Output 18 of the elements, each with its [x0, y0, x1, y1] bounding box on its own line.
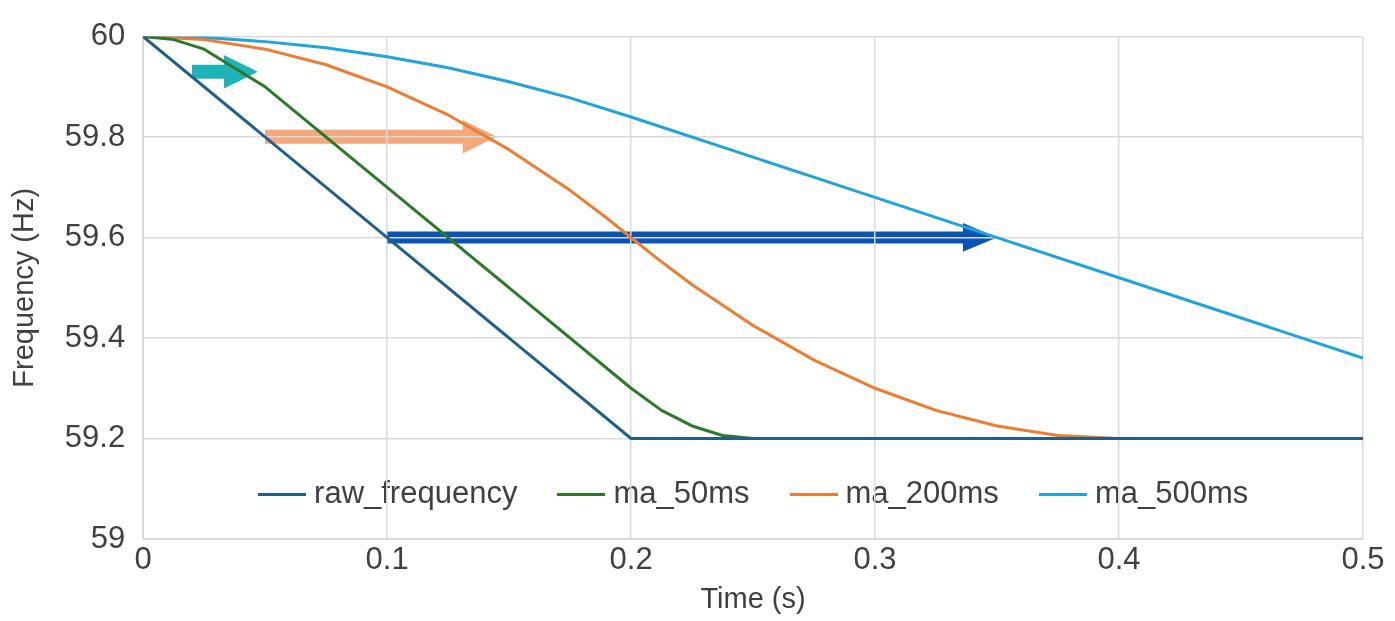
legend-label: ma_500ms	[1094, 475, 1249, 510]
x-tick-label: 0.5	[1341, 541, 1385, 577]
x-tick-label: 0.3	[853, 541, 897, 577]
y-tick-label: 59.6	[64, 218, 126, 254]
y-tick-label: 60	[90, 17, 126, 53]
x-tick-label: 0.2	[609, 541, 653, 577]
x-axis-title: Time (s)	[700, 581, 806, 614]
legend-label: ma_50ms	[613, 475, 750, 510]
legend-label: raw_frequency	[314, 475, 518, 510]
x-tick-label: 0.1	[365, 541, 409, 577]
y-tick-label: 59.8	[64, 117, 126, 153]
legend-label: ma_200ms	[845, 475, 999, 510]
y-axis-title: Frequency (Hz)	[7, 187, 40, 388]
y-tick-label: 59.2	[64, 419, 126, 455]
x-tick-label: 0.4	[1097, 541, 1141, 577]
y-tick-label: 59	[90, 519, 126, 555]
x-tick-label: 0	[134, 541, 152, 577]
y-tick-label: 59.4	[64, 318, 126, 354]
